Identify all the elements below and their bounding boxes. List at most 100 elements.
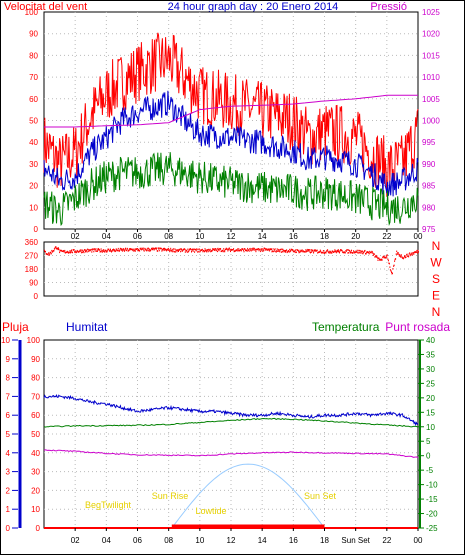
direction-point [311, 251, 312, 253]
direction-point [86, 251, 88, 253]
humidity-tick-label: 90 [31, 355, 40, 364]
direction-point [269, 248, 271, 250]
direction-point [345, 250, 347, 252]
direction-point [413, 253, 415, 255]
direction-point [159, 247, 161, 250]
direction-point [314, 250, 316, 252]
direction-point [412, 252, 414, 254]
direction-point [346, 249, 348, 251]
wind-tick-label: 40 [29, 138, 38, 147]
direction-point [129, 248, 131, 251]
direction-point [278, 250, 280, 252]
direction-point [351, 249, 352, 252]
direction-point [358, 251, 360, 254]
direction-point [401, 256, 403, 258]
pressure-tick-label: 995 [422, 138, 436, 147]
direction-point [385, 257, 387, 259]
direction-tick-label: 90 [29, 279, 38, 288]
direction-point [63, 250, 65, 252]
direction-point [212, 248, 214, 250]
direction-point [383, 255, 385, 258]
direction-point [140, 247, 142, 250]
direction-point [153, 249, 155, 251]
direction-point [276, 248, 278, 250]
direction-point [147, 249, 149, 251]
direction-point [157, 247, 159, 249]
direction-point [90, 249, 92, 251]
direction-point [138, 249, 140, 252]
direction-point [255, 250, 257, 253]
direction-point [222, 249, 224, 252]
direction-point [279, 250, 281, 253]
direction-point [399, 255, 401, 257]
direction-tick-label: 180 [25, 265, 39, 274]
direction-point [92, 248, 94, 251]
direction-point [400, 256, 402, 258]
direction-point [361, 252, 363, 254]
direction-point [386, 256, 388, 258]
direction-point [195, 248, 197, 251]
direction-point [331, 252, 333, 254]
direction-point [258, 249, 260, 252]
direction-point [394, 260, 396, 262]
direction-point [404, 255, 406, 257]
direction-point [242, 249, 244, 251]
direction-point [97, 249, 99, 251]
direction-point [211, 249, 213, 251]
direction-point [133, 250, 135, 252]
direction-point [113, 250, 115, 252]
direction-point [124, 250, 125, 252]
direction-point [352, 252, 354, 254]
direction-point [328, 252, 330, 254]
direction-point [74, 251, 76, 254]
rain-label: Pluja [2, 320, 29, 334]
direction-point [197, 250, 199, 253]
direction-point [173, 250, 175, 253]
direction-point [399, 254, 401, 256]
direction-point [110, 248, 111, 251]
direction-point [348, 252, 350, 254]
wind-tick-label: 70 [29, 73, 38, 82]
pressure-tick-label: 975 [422, 225, 436, 234]
x-tick-label: 14 [258, 536, 267, 545]
direction-point [102, 249, 104, 252]
direction-point [130, 248, 132, 251]
direction-point [178, 248, 180, 251]
wind-tick-label: 50 [29, 117, 38, 126]
direction-point [148, 250, 150, 252]
direction-point [233, 248, 235, 250]
direction-point [168, 249, 170, 251]
direction-point [88, 250, 90, 253]
direction-point [188, 249, 190, 251]
temp-tick-label: -15 [426, 495, 438, 504]
compass-label: E [432, 289, 440, 303]
direction-point [363, 251, 365, 253]
direction-point [177, 249, 179, 251]
pressure-tick-label: 990 [422, 160, 436, 169]
direction-point [207, 250, 209, 253]
direction-point [328, 251, 330, 254]
direction-point [147, 247, 149, 250]
x-tick-label: 22 [382, 536, 391, 545]
direction-point [325, 252, 327, 254]
direction-point [137, 248, 138, 250]
direction-point [210, 250, 212, 252]
direction-point [137, 249, 139, 252]
direction-point [334, 249, 336, 251]
direction-point [143, 250, 145, 252]
x-tick-label: 08 [164, 536, 173, 545]
direction-point [395, 253, 397, 255]
direction-point [118, 250, 120, 252]
wind-tick-label: 10 [29, 203, 38, 212]
direction-point [213, 249, 215, 251]
direction-point [165, 249, 167, 251]
direction-point [163, 247, 164, 250]
direction-point [76, 251, 78, 253]
compass-label: S [432, 272, 440, 286]
direction-point [141, 248, 143, 251]
direction-point [115, 250, 117, 252]
direction-point [121, 250, 123, 252]
direction-point [165, 248, 166, 250]
series-line-2 [43, 152, 419, 227]
direction-point [319, 251, 321, 253]
